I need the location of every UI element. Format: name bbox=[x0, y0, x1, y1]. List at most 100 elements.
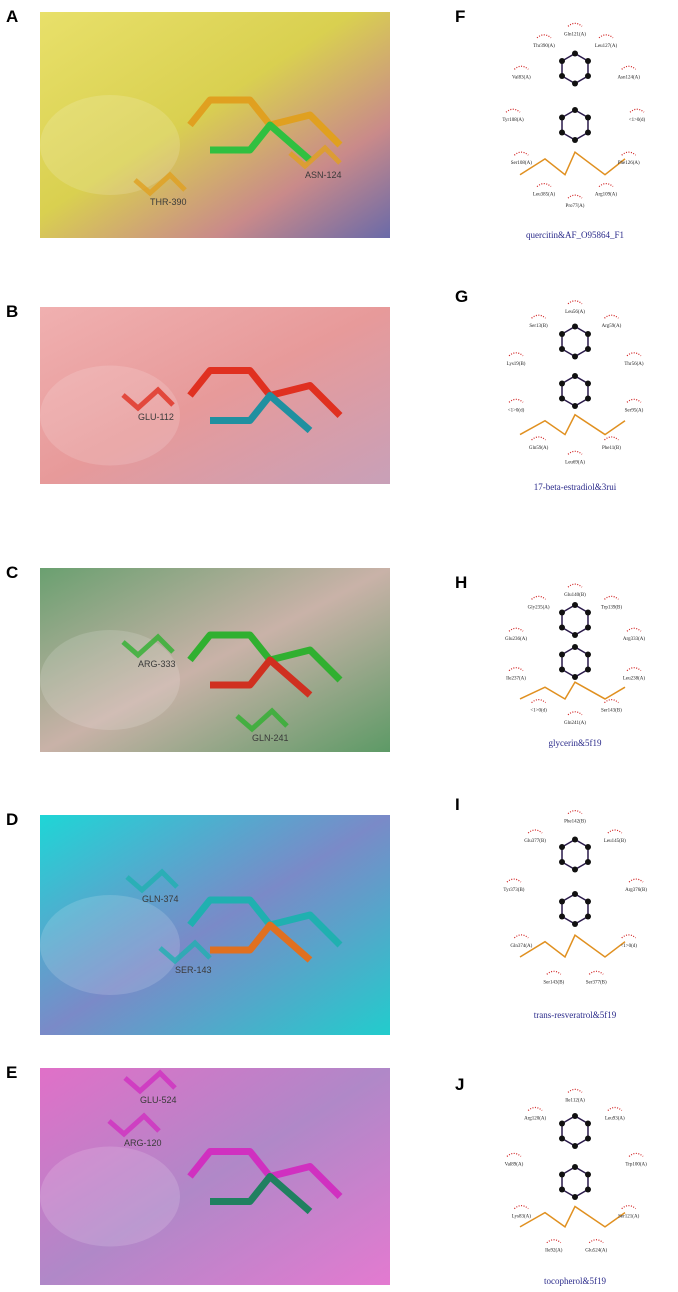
hydrophobic-contact bbox=[607, 829, 623, 834]
atom bbox=[559, 624, 566, 631]
hydrophobic-contact bbox=[513, 151, 529, 156]
atom bbox=[584, 395, 591, 402]
ligand bbox=[187, 1148, 343, 1199]
atom bbox=[584, 73, 591, 79]
residue-label: Trp100(A) bbox=[625, 1162, 647, 1167]
panel-letter: D bbox=[6, 810, 18, 829]
hydrophobic-contact bbox=[506, 878, 522, 883]
hydrophobic-contact bbox=[513, 934, 529, 939]
panel-letter: A bbox=[6, 7, 18, 26]
residue bbox=[121, 633, 175, 659]
atom bbox=[584, 346, 591, 352]
chain bbox=[519, 934, 626, 959]
hydrophobic-contact bbox=[604, 436, 619, 441]
hydrophobic-contact bbox=[506, 1152, 522, 1157]
residue bbox=[125, 868, 179, 894]
atom bbox=[559, 1186, 566, 1193]
atom bbox=[572, 80, 578, 87]
atom bbox=[572, 403, 578, 409]
residue-label: GLU-524 bbox=[140, 1095, 177, 1105]
panel-image bbox=[40, 12, 390, 238]
atom bbox=[584, 609, 591, 616]
residue-label: ARG-120 bbox=[124, 1138, 162, 1148]
atom bbox=[584, 1186, 591, 1193]
atom bbox=[584, 1120, 591, 1127]
residue-label: <1>0(d) bbox=[530, 709, 547, 714]
residue-label: <1>0(d) bbox=[620, 944, 637, 949]
hydrophobic-contact bbox=[626, 627, 642, 632]
panel-letter: G bbox=[455, 287, 468, 306]
atom bbox=[559, 898, 566, 905]
hydrophobic-contact bbox=[567, 1088, 583, 1093]
residue-label: Trp139(B) bbox=[601, 605, 623, 610]
hydrophobic-contact bbox=[567, 711, 583, 716]
panel-letter: E bbox=[6, 1063, 17, 1082]
atom bbox=[584, 114, 591, 121]
atom bbox=[572, 107, 578, 113]
atom bbox=[572, 644, 578, 650]
residue-label: Gln241(A) bbox=[564, 721, 586, 726]
atom bbox=[572, 602, 578, 608]
panel-letter: B bbox=[6, 302, 18, 321]
panel-image bbox=[40, 815, 390, 1035]
surface bbox=[40, 1146, 180, 1247]
ring bbox=[561, 1166, 589, 1198]
hydrophobic-contact bbox=[598, 182, 614, 188]
atom bbox=[559, 380, 566, 387]
ring bbox=[561, 604, 589, 636]
panel-image bbox=[40, 307, 390, 484]
atom bbox=[584, 129, 591, 136]
atom bbox=[559, 859, 566, 865]
hydrophobic-contact bbox=[598, 34, 614, 39]
ligand bbox=[187, 631, 343, 683]
atom bbox=[559, 73, 566, 79]
atom bbox=[584, 859, 591, 865]
residue-label: Ile92(A) bbox=[545, 1249, 563, 1254]
residue-label: Arg376(B) bbox=[625, 888, 647, 893]
atom bbox=[584, 1171, 591, 1178]
residue-label: Val89(A) bbox=[505, 1162, 524, 1167]
caption: glycerin&5f19 bbox=[549, 738, 602, 748]
atom bbox=[584, 913, 591, 920]
ring bbox=[561, 109, 589, 141]
residue-label: Ser143(B) bbox=[543, 980, 564, 985]
atom bbox=[584, 666, 591, 673]
caption: trans-resveratrol&5f19 bbox=[534, 1010, 617, 1020]
surface bbox=[40, 630, 180, 730]
atom bbox=[559, 651, 566, 658]
residue-label: Lys83(A) bbox=[512, 1215, 532, 1220]
residue bbox=[123, 1069, 177, 1095]
hydrophobic-contact bbox=[626, 398, 642, 403]
residue-label: Leu69(A) bbox=[565, 460, 585, 465]
atom bbox=[559, 129, 566, 136]
hydrophobic-contact bbox=[513, 65, 529, 70]
atom bbox=[559, 395, 566, 402]
panel-letter: I bbox=[455, 795, 460, 814]
residue-label: Arg109(A) bbox=[595, 193, 617, 198]
atom bbox=[559, 1135, 566, 1142]
residue-label: Phe142(B) bbox=[564, 820, 586, 825]
atom bbox=[572, 866, 578, 873]
hydrophobic-contact bbox=[621, 1205, 637, 1210]
residue-label: ASN-124 bbox=[305, 170, 342, 180]
hydrophobic-contact bbox=[567, 22, 583, 27]
hydrophobic-contact bbox=[567, 300, 583, 305]
hydrophobic-contact bbox=[527, 829, 543, 834]
atom bbox=[572, 323, 578, 330]
hydrophobic-contact bbox=[626, 352, 642, 357]
atom bbox=[572, 1143, 578, 1149]
atom bbox=[559, 346, 566, 352]
residue bbox=[235, 707, 289, 733]
residue-label: Arg59(A) bbox=[602, 324, 622, 329]
hydrophobic-contact bbox=[508, 667, 524, 672]
hydrophobic-contact bbox=[604, 314, 619, 319]
residue-label: GLN-241 bbox=[252, 733, 289, 743]
surface bbox=[40, 95, 180, 195]
atom bbox=[572, 674, 578, 680]
residue-label: Gly235(A) bbox=[528, 605, 550, 610]
residue-label: <1>0(d) bbox=[508, 408, 525, 413]
panel-letter: F bbox=[455, 7, 465, 26]
residue-label: Phe11(B) bbox=[602, 446, 621, 451]
residue-label: Leu145(B) bbox=[604, 839, 626, 844]
atom bbox=[559, 913, 566, 920]
